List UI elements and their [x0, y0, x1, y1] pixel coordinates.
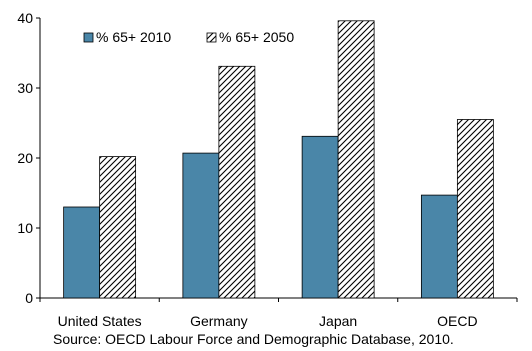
bar-oecd-2050 [456, 119, 494, 299]
bar-germany-2050 [218, 65, 256, 299]
y-tick-label: 0 [25, 290, 33, 306]
bar-united-states-2010 [63, 206, 101, 299]
x-category-label: Japan [319, 313, 357, 329]
x-category-label: Germany [190, 313, 248, 329]
legend-label-2050: % 65+ 2050 [219, 29, 294, 45]
legend-swatch-2010 [83, 32, 94, 43]
bar-japan-2010 [301, 135, 339, 299]
legend-label-2010: % 65+ 2010 [96, 29, 171, 45]
legend-swatch-2050 [206, 32, 217, 43]
y-tick-label: 30 [17, 80, 33, 96]
bar-oecd-2010 [420, 194, 458, 299]
legend: % 65+ 2010 % 65+ 2050 [83, 29, 294, 45]
x-category-label: United States [58, 313, 142, 329]
bar-germany-2010 [182, 152, 220, 299]
y-tick-label: 20 [17, 150, 33, 166]
bar-united-states-2050 [99, 156, 137, 299]
bars: United States Germany Japan OECD [58, 20, 494, 329]
source-note: Source: OECD Labour Force and Demographi… [53, 331, 454, 347]
y-tick-label: 40 [17, 10, 33, 26]
y-tick-label: 10 [17, 220, 33, 236]
bar-japan-2050 [337, 20, 375, 299]
x-category-label: OECD [437, 313, 477, 329]
